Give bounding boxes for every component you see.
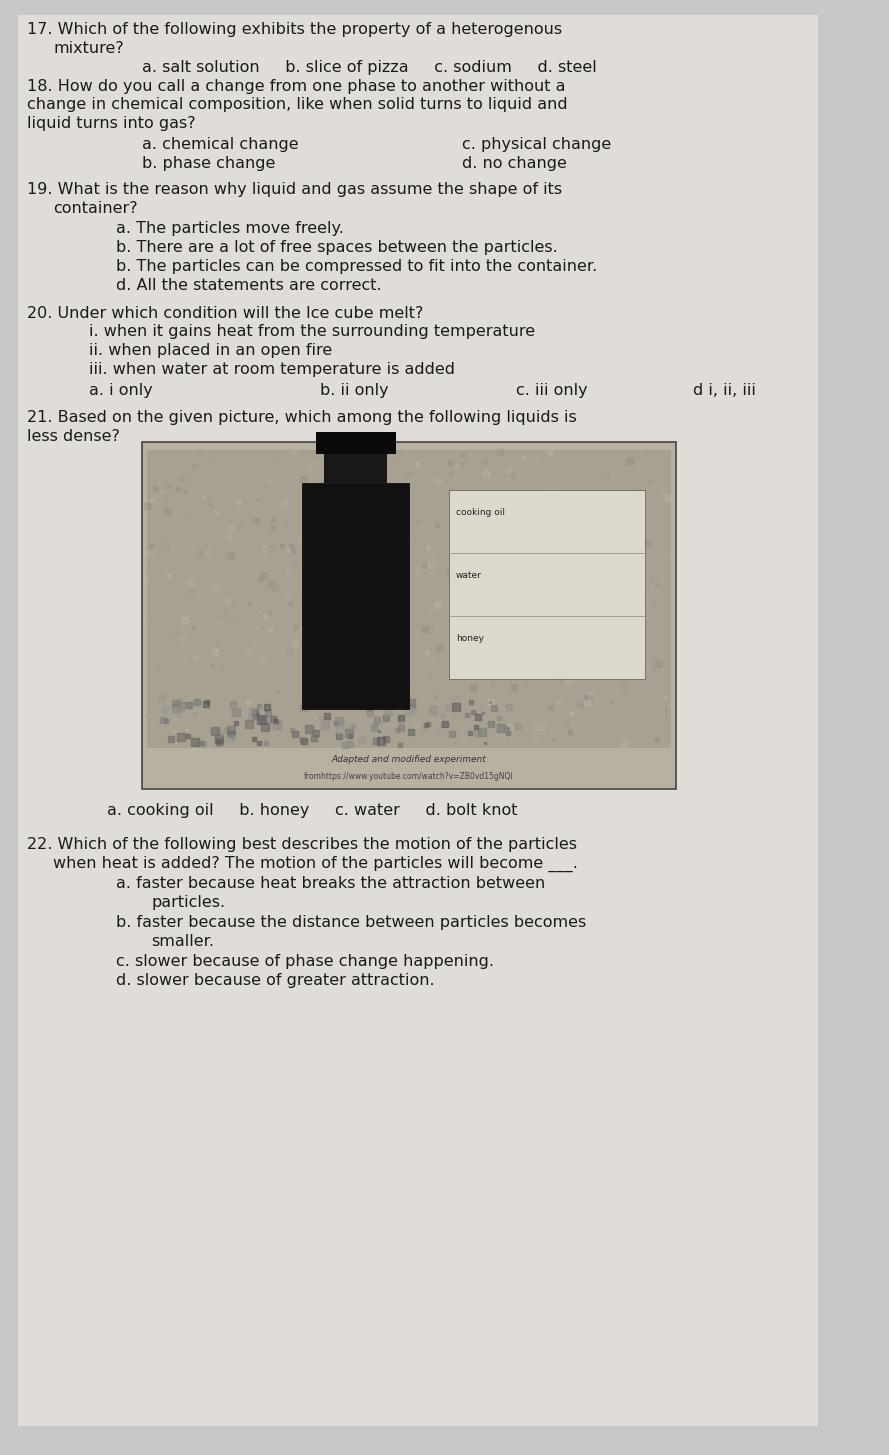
Text: 17. Which of the following exhibits the property of a heterogenous: 17. Which of the following exhibits the … [27,22,562,36]
Text: b. The particles can be compressed to fit into the container.: b. The particles can be compressed to fi… [116,259,597,274]
Text: d. no change: d. no change [462,156,567,170]
Text: d. All the statements are correct.: d. All the statements are correct. [116,278,381,292]
FancyBboxPatch shape [147,450,671,748]
Text: a. i only: a. i only [89,383,153,397]
Text: iii. when water at room temperature is added: iii. when water at room temperature is a… [89,362,455,377]
Text: c. physical change: c. physical change [462,137,612,151]
Text: 18. How do you call a change from one phase to another without a: 18. How do you call a change from one ph… [27,79,565,93]
Text: liquid turns into gas?: liquid turns into gas? [27,116,196,131]
Text: a. salt solution     b. slice of pizza     c. sodium     d. steel: a. salt solution b. slice of pizza c. so… [142,60,597,74]
FancyBboxPatch shape [302,483,409,709]
Text: b. phase change: b. phase change [142,156,276,170]
Text: b. faster because the distance between particles becomes: b. faster because the distance between p… [116,915,586,930]
Text: change in chemical composition, like when solid turns to liquid and: change in chemical composition, like whe… [27,97,567,112]
Text: less dense?: less dense? [27,429,119,444]
Text: b. There are a lot of free spaces between the particles.: b. There are a lot of free spaces betwee… [116,240,557,255]
FancyBboxPatch shape [324,451,387,483]
Text: b. ii only: b. ii only [320,383,388,397]
Text: fromhttps://www.youtube.com/watch?v=ZB0vd15gNQI: fromhttps://www.youtube.com/watch?v=ZB0v… [304,773,514,781]
Text: when heat is added? The motion of the particles will become ___.: when heat is added? The motion of the pa… [53,856,578,872]
FancyBboxPatch shape [316,432,396,454]
Text: a. chemical change: a. chemical change [142,137,299,151]
Text: mixture?: mixture? [53,41,124,55]
Text: ii. when placed in an open fire: ii. when placed in an open fire [89,343,332,358]
Text: a. cooking oil     b. honey     c. water     d. bolt knot: a. cooking oil b. honey c. water d. bolt… [107,803,517,818]
Text: c. iii only: c. iii only [516,383,588,397]
Text: cooking oil: cooking oil [456,508,505,517]
FancyBboxPatch shape [142,442,676,789]
FancyBboxPatch shape [18,15,818,1426]
Text: particles.: particles. [151,895,225,909]
Text: a. The particles move freely.: a. The particles move freely. [116,221,343,236]
Text: d i, ii, iii: d i, ii, iii [693,383,757,397]
Text: a. faster because heat breaks the attraction between: a. faster because heat breaks the attrac… [116,876,545,890]
Text: c. slower because of phase change happening.: c. slower because of phase change happen… [116,954,493,969]
Text: smaller.: smaller. [151,934,214,949]
Text: 19. What is the reason why liquid and gas assume the shape of its: 19. What is the reason why liquid and ga… [27,182,562,196]
Text: container?: container? [53,201,138,215]
Text: 22. Which of the following best describes the motion of the particles: 22. Which of the following best describe… [27,837,577,851]
Text: water: water [456,570,482,581]
Text: Adapted and modified experiment: Adapted and modified experiment [332,755,486,764]
Text: honey: honey [456,634,484,643]
Text: 21. Based on the given picture, which among the following liquids is: 21. Based on the given picture, which am… [27,410,576,425]
FancyBboxPatch shape [449,490,645,679]
Text: d. slower because of greater attraction.: d. slower because of greater attraction. [116,973,434,988]
Text: 20. Under which condition will the Ice cube melt?: 20. Under which condition will the Ice c… [27,306,423,320]
Text: i. when it gains heat from the surrounding temperature: i. when it gains heat from the surroundi… [89,324,535,339]
